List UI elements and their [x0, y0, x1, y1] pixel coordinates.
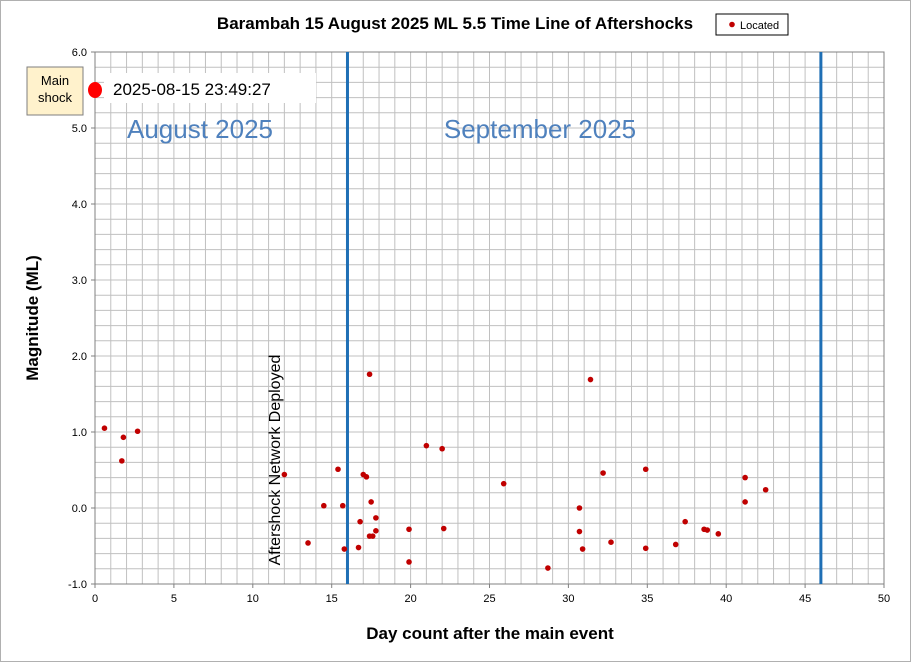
aftershock-point [373, 528, 379, 534]
month-label-august: August 2025 [127, 114, 273, 144]
x-tick-label: 50 [878, 593, 890, 605]
aftershock-point [369, 533, 376, 539]
x-tick-label: 35 [641, 593, 653, 605]
aftershock-point [373, 515, 379, 521]
x-tick-label: 5 [171, 593, 177, 605]
y-tick-label: 6.0 [72, 47, 87, 59]
aftershock-point [321, 502, 327, 509]
y-tick-label: 0.0 [72, 503, 87, 515]
aftershock-point [682, 518, 688, 525]
aftershock-point [587, 376, 594, 383]
aftershock-point [134, 428, 141, 435]
aftershock-point [762, 486, 769, 493]
aftershock-point [600, 470, 606, 476]
aftershock-point [672, 541, 679, 548]
legend-marker [729, 21, 735, 28]
aftershock-point [608, 539, 614, 545]
network-deployed-annotation: Aftershock Network Deployed [267, 355, 284, 566]
y-axis-title: Magnitude (ML) [23, 255, 42, 381]
aftershock-point [742, 499, 748, 505]
main-shock-timestamp: 2025-08-15 23:49:27 [113, 80, 271, 99]
y-tick-label: 2.0 [72, 351, 87, 363]
aftershock-point [101, 425, 108, 432]
aftershock-point [742, 474, 748, 481]
y-tick-label: 4.0 [72, 199, 87, 211]
main-shock-label-line2: shock [38, 90, 72, 105]
aftershock-point [120, 434, 127, 441]
month-layer [345, 52, 823, 584]
y-tick-label: 1.0 [72, 427, 87, 439]
aftershock-point [579, 546, 586, 552]
x-tick-label: 10 [247, 593, 259, 605]
aftershock-point [305, 540, 311, 546]
main-shock-marker [88, 82, 102, 98]
x-tick-label: 30 [562, 593, 574, 605]
aftershock-point [576, 505, 583, 511]
aftershock-point [642, 466, 649, 473]
aftershock-point [423, 442, 430, 449]
chart-title: Barambah 15 August 2025 ML 5.5 Time Line… [217, 14, 693, 33]
x-tick-label: 25 [483, 593, 495, 605]
aftershock-point [341, 546, 348, 552]
main-shock-label-box [26, 66, 84, 116]
x-tick-label: 15 [326, 593, 338, 605]
y-tick-label: 5.0 [72, 123, 87, 135]
aftershock-point [357, 518, 363, 525]
month-label-september: September 2025 [444, 114, 636, 144]
aftershock-point [545, 565, 551, 571]
main-shock-date-box [104, 73, 316, 103]
aftershock-point [715, 531, 722, 537]
y-tick-label: -1.0 [68, 579, 87, 591]
aftershock-point [335, 466, 341, 473]
aftershock-point [281, 471, 288, 478]
aftershock-point [704, 527, 711, 533]
aftershock-point [355, 544, 362, 551]
x-tick-label: 20 [404, 593, 416, 605]
x-axis-title: Day count after the main event [366, 624, 614, 643]
aftershock-point [119, 458, 125, 464]
aftershock-point [406, 526, 412, 533]
aftershock-point [366, 371, 373, 378]
x-tick-label: 0 [92, 593, 98, 605]
aftershock-point [500, 480, 507, 487]
x-tick-label: 45 [799, 593, 811, 605]
y-tick-label: 3.0 [72, 275, 87, 287]
aftershock-point [368, 499, 374, 505]
tick-layer: 0 5 10 15 20 25 30 35 40 45 50 -1.0 0.0 1.0 2.0 3.0 4.0 5… [68, 47, 890, 605]
legend-entry-located: Located [740, 20, 779, 32]
x-tick-label: 40 [720, 593, 732, 605]
grid-layer [94, 51, 885, 585]
aftershock-point [363, 474, 370, 480]
aftershock-point [406, 559, 412, 565]
aftershock-point [642, 545, 649, 552]
point-layer [101, 371, 769, 571]
aftershock-point [576, 528, 583, 535]
legend-box [715, 13, 789, 36]
aftershock-point [440, 525, 447, 532]
main-shock-label-line1: Main [41, 73, 69, 88]
aftershock-point [439, 445, 445, 452]
aftershock-point [339, 502, 346, 509]
